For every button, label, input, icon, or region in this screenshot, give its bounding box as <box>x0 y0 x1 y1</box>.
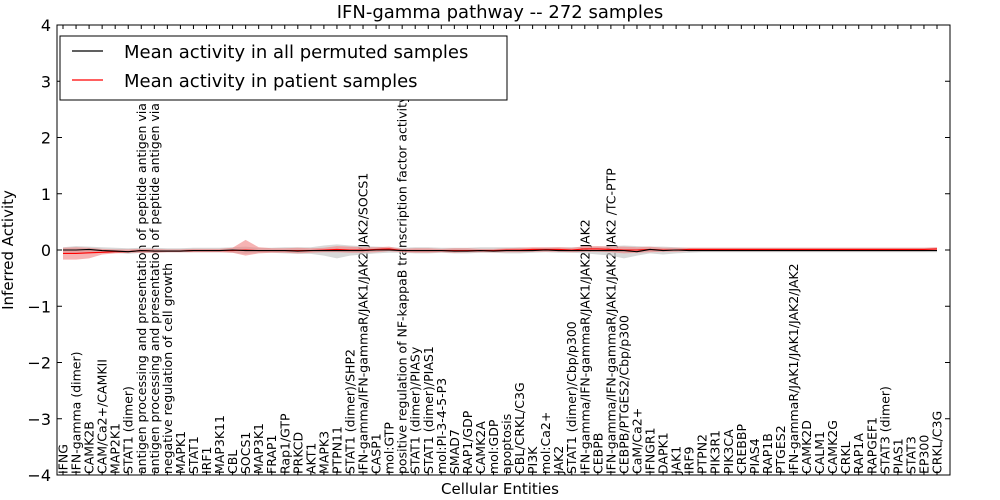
x-tick-label: CREBBP <box>734 424 749 474</box>
x-tick-label: Rap1/GTP <box>277 413 292 474</box>
x-tick-label: antigen processing and presentation of p… <box>147 35 162 474</box>
y-axis-label: Inferred Activity <box>0 190 17 310</box>
x-tick-label: CAMK2G <box>825 420 840 474</box>
x-tick-label: MAP2K1 <box>108 423 123 474</box>
x-tick-label: JAK2 <box>551 446 566 475</box>
x-tick-label: SOCS1 <box>238 432 253 474</box>
x-tick-label: STAT3 (dimer) <box>877 386 892 474</box>
x-tick-label: IFN-gamma (dimer) <box>69 352 84 475</box>
x-tick-label: STAT3 <box>903 436 918 474</box>
axis-ticks <box>57 24 950 476</box>
x-tick-label: IFNG <box>56 444 71 474</box>
x-tick-label: IFN-gammaR/JAK1/JAK1/JAK2/JAK2 <box>786 263 801 474</box>
x-tick-label: CAMK2A <box>473 421 488 474</box>
line-permuted <box>63 248 937 253</box>
plot-frame <box>56 24 951 476</box>
y-tick-label: 0 <box>41 241 51 260</box>
y-tick-labels: −4 −3 −2 −1 0 1 2 3 4 <box>27 16 51 485</box>
x-tick-label: SMAD7 <box>447 429 462 474</box>
x-tick-label: STAT1 (dimer) <box>121 386 136 474</box>
x-tick-label: STAT1 (dimer)/SHP2 <box>343 349 358 474</box>
x-tick-label: FRAP1 <box>264 435 279 474</box>
x-tick-label: CRKL <box>838 441 853 474</box>
x-tick-label: STAT1 (dimer)/Cbp/p300 <box>564 321 579 474</box>
x-tick-label: RAP1A <box>851 433 866 474</box>
y-tick-label: 2 <box>41 129 51 148</box>
x-axis-label: Cellular Entities <box>441 480 559 498</box>
x-tick-label: PTPN11 <box>329 426 344 474</box>
x-tick-label: PIAS4 <box>747 438 762 474</box>
x-tick-label: CALM1 <box>812 431 827 474</box>
x-tick-label: negative regulation of cell growth <box>160 263 175 474</box>
x-tick-label: IFN-gamma/IFN-gammaR/JAK1/JAK2/JAK2 <box>577 219 592 474</box>
x-tick-label: STAT1 <box>186 436 201 474</box>
y-tick-label: −4 <box>27 466 51 485</box>
x-tick-label: positive regulation of NF-kappaB transcr… <box>395 95 410 474</box>
x-tick-label: AKT1 <box>303 443 318 474</box>
x-tick-label: IRF9 <box>682 446 697 474</box>
x-tick-label: JAK1 <box>669 446 684 475</box>
legend-box <box>59 35 508 101</box>
x-tick-label: STAT1 (dimer)/PIAS1 <box>421 346 436 474</box>
x-tick-label: STAT1 (dimer)/PIASy <box>408 346 423 474</box>
x-tick-label: antigen processing and presentation of p… <box>134 35 149 474</box>
y-tick-label: −2 <box>27 354 51 373</box>
x-tick-label: CEBPB <box>590 433 605 474</box>
x-tick-label: MAP3K11 <box>212 415 227 474</box>
x-tick-label: IFN-gamma/IFN-gammaR/JAK1/JAK2/JAK2 /TC-… <box>603 168 618 474</box>
x-tick-label: CBL <box>225 450 240 474</box>
series-lines <box>63 248 938 254</box>
x-tick-label: IFN-gamma/IFN-gammaR/JAK1/JAK2/JAK2/SOCS… <box>356 173 371 474</box>
x-tick-label: CaM/Ca2+ <box>630 408 645 474</box>
x-tick-label: mol:PI-3-4-5-P3 <box>434 378 449 474</box>
x-tick-label: CRKL/C3G <box>930 411 945 474</box>
chart-title: IFN-gamma pathway -- 272 samples <box>337 2 664 23</box>
x-tick-label: PIAS1 <box>890 438 905 474</box>
x-tick-label: PRKCD <box>290 432 305 474</box>
x-tick-label: CAMK2D <box>799 420 814 474</box>
x-tick-label: IRF1 <box>199 446 214 474</box>
x-tick-label: PI3K <box>525 446 540 474</box>
x-tick-label: apoptosis <box>499 414 514 474</box>
x-tick-label: DAPK1 <box>656 432 671 474</box>
x-tick-label: CASP1 <box>369 433 384 474</box>
x-tick-label: CAM/Ca2+/CAMKII <box>95 359 110 474</box>
x-tick-label: MAP3K1 <box>251 423 266 474</box>
x-tick-label: PTPN2 <box>695 434 710 474</box>
y-tick-label: −3 <box>27 410 51 429</box>
legend-label-patient: Mean activity in patient samples <box>124 71 418 92</box>
x-tick-label: IFNGR1 <box>643 427 658 474</box>
x-tick-label: RAP1B <box>760 433 775 474</box>
y-tick-label: 4 <box>41 16 51 35</box>
legend-label-permuted: Mean activity in all permuted samples <box>124 42 468 63</box>
x-tick-label: mol:GTP <box>382 422 397 474</box>
x-tick-label: mol:Ca2+ <box>538 412 553 474</box>
x-tick-label: MAPK3 <box>316 431 331 474</box>
y-tick-label: 3 <box>41 72 51 91</box>
y-tick-label: 1 <box>41 185 51 204</box>
x-tick-label: CBL/CRKL/C3G <box>512 382 527 474</box>
x-tick-label: EP300 <box>917 435 932 474</box>
legend: Mean activity in all permuted samples Me… <box>59 35 508 101</box>
y-tick-label: −1 <box>27 297 51 316</box>
x-tick-label: RAP1/GDP <box>460 410 475 474</box>
x-tick-label: PTGES2 <box>773 425 788 474</box>
x-tick-label: PIK3R1 <box>708 430 723 474</box>
x-tick-label: MAPK1 <box>173 431 188 474</box>
x-tick-label: RAPGEF1 <box>864 417 879 474</box>
x-tick-label: CAMK2B <box>82 421 97 474</box>
x-tick-label: mol:GDP <box>486 419 501 474</box>
x-tick-label: CEBPB/PTGES2/Cbp/p300 <box>616 315 631 474</box>
x-tick-label: PIK3CA <box>721 429 736 474</box>
